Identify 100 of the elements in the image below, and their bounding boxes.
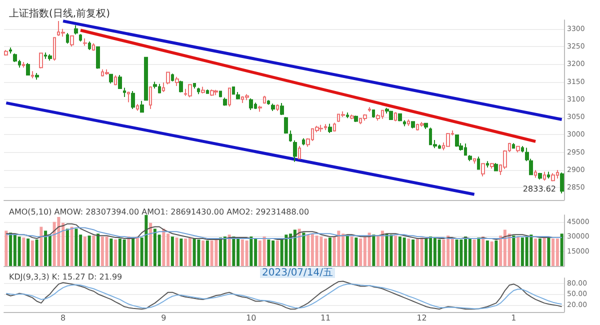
bar (542, 236, 546, 266)
bar (368, 232, 371, 266)
bar (337, 230, 340, 266)
candlestick (66, 32, 69, 44)
bar (26, 238, 30, 266)
bar (206, 240, 209, 266)
candlestick (92, 42, 95, 52)
bar (538, 238, 542, 266)
chart-title: 上证指数(日线,前复权) (9, 8, 110, 20)
bar (280, 238, 284, 266)
bar (122, 240, 126, 266)
candlestick (280, 102, 284, 116)
chart-subtitle: AMO(5,10) AMOW: 28307394.00 AMO1: 28691430.00 AMO2: 29231488.00 (9, 208, 310, 216)
bar (293, 230, 296, 266)
candlestick (79, 34, 82, 42)
bar (407, 238, 410, 266)
bar (127, 236, 130, 266)
candlestick (74, 24, 78, 35)
candlestick (214, 89, 218, 96)
line-series (6, 227, 562, 240)
bar (560, 234, 564, 266)
candlestick (394, 112, 397, 122)
candlestick (341, 110, 345, 118)
candlestick (363, 114, 367, 122)
bar (494, 240, 498, 266)
candlestick (368, 106, 371, 112)
candlestick (149, 86, 152, 110)
bar (35, 240, 38, 266)
bar (477, 238, 480, 266)
bar (40, 226, 43, 266)
bar (328, 238, 332, 266)
x-tick-label: 8 (60, 314, 66, 322)
bar (228, 234, 231, 266)
bar (245, 240, 248, 266)
bar (74, 228, 78, 266)
candlestick (403, 120, 406, 127)
bar (556, 238, 559, 266)
candlestick (372, 109, 375, 118)
bar (92, 236, 96, 266)
candlestick (188, 84, 192, 98)
candlestick (512, 142, 515, 149)
candlestick (210, 89, 214, 96)
bar (525, 236, 528, 266)
candlestick (547, 171, 550, 179)
candlestick (22, 62, 25, 68)
bar (354, 238, 358, 266)
bar (450, 238, 454, 266)
x-tick-label: 12 (416, 314, 427, 322)
bar (44, 230, 48, 266)
candlestick (109, 74, 113, 84)
candlestick (114, 74, 117, 86)
bar (110, 238, 113, 266)
candlestick (543, 171, 546, 182)
candlestick (389, 110, 393, 120)
candlestick (468, 154, 472, 162)
x-tick-label: 10 (246, 314, 256, 322)
candlestick (140, 100, 144, 113)
candlestick (166, 72, 170, 85)
candlestick (551, 172, 555, 182)
candlestick (376, 114, 380, 122)
bar (460, 240, 463, 266)
candlestick (232, 86, 235, 95)
candlestick (35, 72, 39, 80)
bar (468, 238, 472, 266)
candlestick (53, 36, 56, 62)
candlestick (319, 124, 323, 132)
bar (88, 236, 91, 266)
bar (18, 236, 21, 266)
bar (455, 240, 458, 266)
candlestick (144, 56, 148, 101)
candlestick (258, 105, 262, 112)
candlestick (131, 90, 135, 110)
candlestick (39, 52, 43, 69)
candlestick (420, 122, 424, 128)
bar (534, 238, 538, 266)
candlestick (249, 98, 253, 110)
candlestick (538, 172, 542, 180)
bar (114, 240, 118, 266)
bar (442, 240, 446, 266)
candlestick (424, 122, 428, 130)
chart-subtitle: KDJ(9,3,3) K: 15.27 D: 21.99 (9, 272, 122, 282)
bar (512, 236, 516, 266)
candlestick (354, 115, 358, 122)
bar (223, 236, 226, 266)
bar (30, 240, 34, 266)
candlestick (236, 92, 240, 100)
bar (162, 228, 166, 266)
bar (472, 240, 476, 266)
bar (394, 236, 398, 266)
bar (402, 238, 406, 266)
candlestick (179, 80, 183, 93)
candlestick (298, 146, 301, 160)
candlestick (31, 70, 34, 79)
bar (188, 238, 192, 266)
candlestick (521, 146, 524, 153)
candlestick (223, 97, 227, 106)
candlestick (481, 163, 485, 177)
bar (170, 236, 174, 266)
candlestick (197, 87, 200, 95)
candlestick (193, 83, 196, 89)
